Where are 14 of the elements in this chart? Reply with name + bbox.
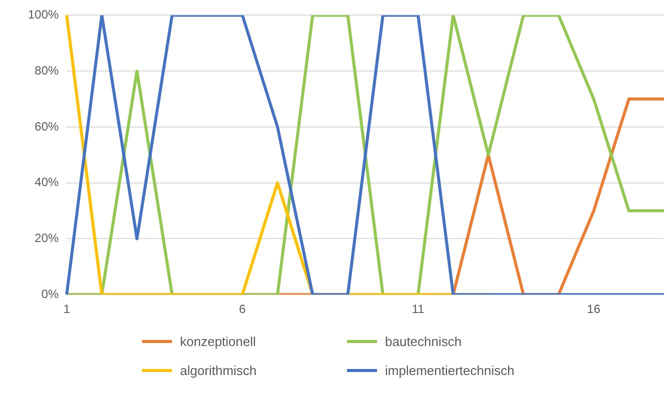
legend-label: implementiertechnisch [385, 363, 514, 378]
x-tick-label: 1 [63, 302, 70, 316]
x-tick-label: 6 [239, 302, 246, 316]
y-tick-label: 20% [34, 231, 60, 246]
legend-label: bautechnisch [385, 334, 462, 349]
x-tick-label: 11 [412, 302, 425, 316]
y-tick-label: 100% [28, 8, 60, 22]
y-tick-label: 60% [34, 119, 60, 134]
x-tick-label: 16 [587, 302, 601, 316]
y-tick-label: 40% [34, 175, 60, 190]
legend-label: algorithmisch [180, 363, 257, 378]
y-tick-label: 0% [41, 286, 60, 301]
y-tick-label: 80% [34, 63, 60, 78]
legend-label: konzeptionell [180, 334, 256, 349]
